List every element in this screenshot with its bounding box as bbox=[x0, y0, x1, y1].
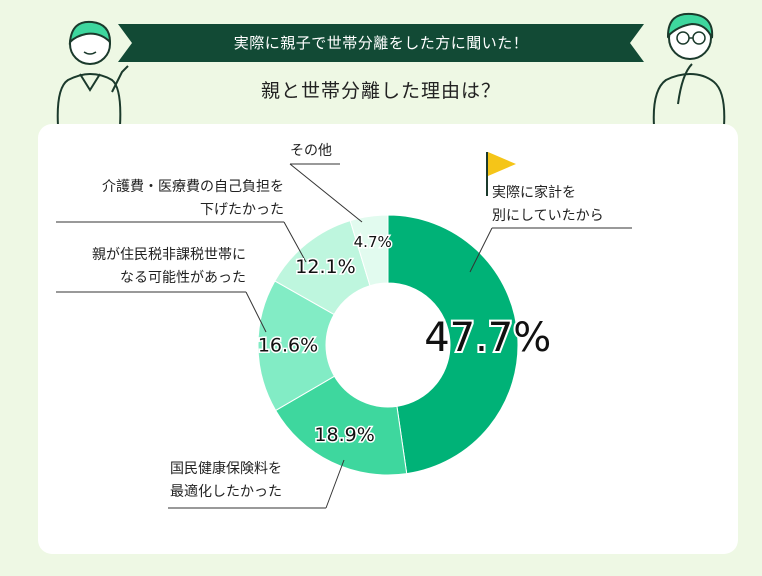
label-slice-1-line-1: 国民健康保険料を bbox=[170, 461, 282, 477]
page-title: 親と世帯分離した理由は？ bbox=[260, 80, 501, 102]
label-slice-1: 国民健康保険料を 最適化したかった bbox=[170, 458, 282, 504]
label-slice-0-line-2: 別にしていたから bbox=[492, 208, 604, 224]
donut-slice-4 bbox=[349, 214, 389, 287]
leader-line-2 bbox=[245, 291, 267, 333]
label-slice-3-line-2: 下げたかった bbox=[200, 202, 284, 218]
leader-line-0 bbox=[469, 227, 493, 273]
leader-line-1 bbox=[325, 459, 345, 509]
chart-card bbox=[38, 124, 738, 554]
banner-text: 実際に親子で世帯分離をした方に聞いた！ bbox=[233, 34, 529, 52]
person-left-illustration bbox=[56, 20, 129, 126]
donut-slice-0 bbox=[387, 214, 519, 475]
label-slice-2: 親が住民税非課税世帯に なる可能性があった bbox=[52, 244, 246, 290]
donut-slice-2 bbox=[257, 280, 336, 412]
label-slice-0: 実際に家計を 別にしていたから bbox=[492, 182, 604, 228]
label-slice-3: 介護費・医療費の自己負担を 下げたかった bbox=[52, 176, 284, 222]
person-right-illustration bbox=[652, 12, 726, 126]
label-slice-4-line-1: その他 bbox=[290, 143, 332, 159]
leader-line-4 bbox=[289, 163, 363, 223]
pct-label-3: 12.1% bbox=[295, 256, 355, 278]
label-slice-4: その他 bbox=[290, 140, 332, 163]
pct-label-0: 47.7% bbox=[424, 315, 551, 361]
label-slice-3-line-1: 介護費・医療費の自己負担を bbox=[102, 179, 284, 195]
flag-icon bbox=[486, 152, 516, 196]
donut-slice-1 bbox=[275, 375, 408, 476]
leader-line-3 bbox=[283, 221, 307, 263]
pct-label-4: 4.7% bbox=[354, 233, 392, 251]
header-banner: 実際に親子で世帯分離をした方に聞いた！ bbox=[118, 24, 644, 62]
pct-label-1: 18.9% bbox=[314, 424, 374, 446]
banner-shape bbox=[118, 24, 644, 62]
label-slice-1-line-2: 最適化したかった bbox=[170, 484, 282, 500]
label-slice-2-line-1: 親が住民税非課税世帯に bbox=[92, 247, 246, 263]
pct-label-2: 16.6% bbox=[258, 335, 318, 357]
label-slice-0-line-1: 実際に家計を bbox=[492, 185, 576, 201]
label-slice-2-line-2: なる可能性があった bbox=[120, 270, 246, 286]
